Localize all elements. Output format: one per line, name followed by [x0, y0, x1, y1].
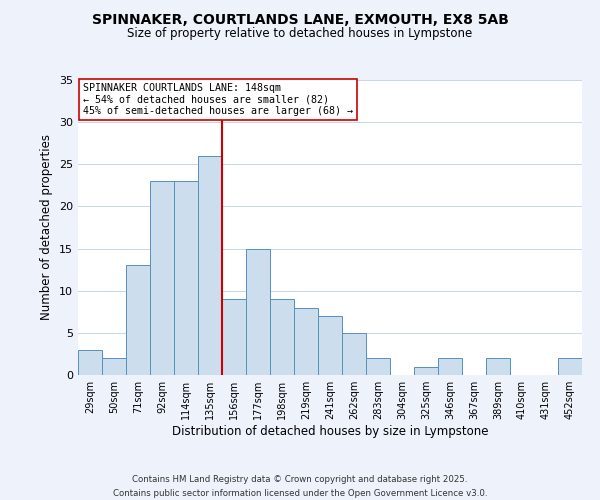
Text: SPINNAKER, COURTLANDS LANE, EXMOUTH, EX8 5AB: SPINNAKER, COURTLANDS LANE, EXMOUTH, EX8…: [92, 12, 508, 26]
Bar: [150, 181, 174, 375]
Bar: [318, 316, 342, 375]
Y-axis label: Number of detached properties: Number of detached properties: [40, 134, 53, 320]
Text: SPINNAKER COURTLANDS LANE: 148sqm
← 54% of detached houses are smaller (82)
45% : SPINNAKER COURTLANDS LANE: 148sqm ← 54% …: [83, 83, 353, 116]
Text: Contains HM Land Registry data © Crown copyright and database right 2025.
Contai: Contains HM Land Registry data © Crown c…: [113, 476, 487, 498]
Bar: [558, 358, 582, 375]
Bar: [126, 266, 150, 375]
Bar: [294, 308, 318, 375]
Bar: [102, 358, 126, 375]
Text: Size of property relative to detached houses in Lympstone: Size of property relative to detached ho…: [127, 28, 473, 40]
Bar: [198, 156, 222, 375]
Bar: [366, 358, 390, 375]
Bar: [78, 350, 102, 375]
Bar: [174, 181, 198, 375]
Bar: [438, 358, 462, 375]
Bar: [246, 248, 270, 375]
Bar: [270, 299, 294, 375]
Bar: [486, 358, 510, 375]
X-axis label: Distribution of detached houses by size in Lympstone: Distribution of detached houses by size …: [172, 425, 488, 438]
Bar: [222, 299, 246, 375]
Bar: [414, 366, 438, 375]
Bar: [342, 333, 366, 375]
